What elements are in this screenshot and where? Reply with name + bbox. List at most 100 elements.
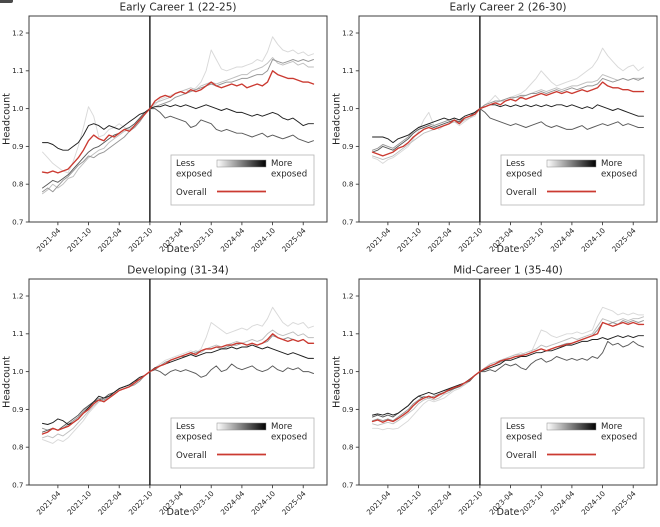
x-tick-label: 2021-04 <box>35 226 63 254</box>
legend-more-label: More <box>601 159 622 169</box>
series-line-overall <box>41 333 315 435</box>
y-axis-label: Headcount <box>332 93 343 145</box>
y-tick-label: 0.7 <box>342 480 353 489</box>
x-tick-label: 2023-10 <box>518 226 546 254</box>
x-tick-label: 2022-04 <box>96 489 124 517</box>
series-line-quintile-2 <box>372 316 644 426</box>
y-tick-label: 1.1 <box>12 66 23 75</box>
y-tick-label: 0.8 <box>12 443 24 452</box>
y-tick-label: 1.1 <box>342 66 353 75</box>
legend-overall-label: Overall <box>506 451 537 461</box>
y-tick-label: 1.0 <box>12 367 24 376</box>
x-tick-label: 2021-04 <box>365 489 393 517</box>
legend-exposure-gradient-bar <box>546 422 597 431</box>
x-tick-label: 2024-04 <box>549 489 577 517</box>
y-tick-label: 0.9 <box>342 405 354 414</box>
series-line-overall <box>41 70 315 174</box>
y-tick-label: 1.2 <box>342 28 353 37</box>
series-line-quintile-4 <box>42 363 314 433</box>
legend-exposure-gradient-bar <box>216 159 267 168</box>
y-tick-label: 1.1 <box>12 329 23 338</box>
series-line-quintile-5 <box>372 335 644 416</box>
chart-title: Early Career 2 (26-30) <box>449 2 566 14</box>
y-axis-label: Headcount <box>2 93 13 145</box>
y-tick-label: 0.8 <box>342 180 354 189</box>
x-tick-label: 2022-10 <box>127 489 155 517</box>
x-tick-label: 2025-04 <box>610 226 638 254</box>
chart-title: Early Career 1 (22-25) <box>119 2 236 14</box>
x-tick-label: 2021-10 <box>65 226 93 254</box>
y-axis-label: Headcount <box>2 356 13 408</box>
y-tick-label: 0.8 <box>342 443 354 452</box>
y-tick-label: 0.8 <box>12 180 24 189</box>
x-tick-label: 2021-10 <box>395 489 423 517</box>
legend-more-label: More <box>271 422 292 432</box>
legend-more-label: exposed <box>271 170 307 180</box>
y-tick-label: 0.7 <box>342 217 353 226</box>
legend-less-label: Less <box>506 159 525 169</box>
y-tick-label: 1.2 <box>12 28 23 37</box>
legend-more-label: exposed <box>601 170 637 180</box>
x-tick-label: 2022-04 <box>426 226 454 254</box>
x-tick-label: 2024-04 <box>219 226 247 254</box>
legend-less-label: exposed <box>506 170 542 180</box>
x-tick-label: 2025-04 <box>280 489 308 517</box>
y-tick-label: 0.7 <box>12 217 23 226</box>
legend-more-label: exposed <box>271 433 307 443</box>
x-tick-label: 2023-10 <box>188 226 216 254</box>
legend-less-label: Less <box>176 159 195 169</box>
x-tick-label: 2021-04 <box>35 489 63 517</box>
x-tick-label: 2024-04 <box>219 489 247 517</box>
y-tick-label: 1.1 <box>342 329 353 338</box>
legend-overall-label: Overall <box>176 188 207 198</box>
x-tick-label: 2022-10 <box>457 489 485 517</box>
x-tick-label: 2025-04 <box>610 489 638 517</box>
x-axis-label: Date <box>497 507 520 518</box>
y-tick-label: 1.0 <box>342 367 354 376</box>
x-tick-label: 2022-04 <box>426 489 454 517</box>
x-axis-label: Date <box>497 244 520 255</box>
x-tick-label: 2023-10 <box>518 489 546 517</box>
legend-overall-label: Overall <box>506 188 537 198</box>
x-tick-label: 2023-10 <box>188 489 216 517</box>
x-tick-label: 2022-04 <box>96 226 124 254</box>
legend-less-label: exposed <box>506 433 542 443</box>
y-tick-label: 1.0 <box>12 104 24 113</box>
y-tick-label: 0.7 <box>12 480 23 489</box>
legend-less-label: exposed <box>176 170 212 180</box>
legend-less-label: exposed <box>176 433 212 443</box>
legend-exposure-gradient-bar <box>216 422 267 431</box>
x-tick-label: 2024-10 <box>579 489 607 517</box>
x-axis-label: Date <box>167 244 190 255</box>
y-tick-label: 0.9 <box>12 405 24 414</box>
x-tick-label: 2022-10 <box>457 226 485 254</box>
series-line-quintile-1 <box>42 306 314 444</box>
x-tick-label: 2022-10 <box>127 226 155 254</box>
legend-more-label: exposed <box>601 433 637 443</box>
x-tick-label: 2024-10 <box>249 489 277 517</box>
chart-title: Developing (31-34) <box>127 265 229 277</box>
x-tick-label: 2024-10 <box>579 226 607 254</box>
y-tick-label: 1.0 <box>342 104 354 113</box>
legend-less-label: Less <box>506 422 525 432</box>
y-tick-label: 1.2 <box>342 291 353 300</box>
series-line-quintile-4 <box>372 108 644 153</box>
series-line-quintile-5 <box>372 104 644 144</box>
y-tick-label: 0.9 <box>12 142 24 151</box>
x-axis-label: Date <box>167 507 190 518</box>
y-tick-label: 0.9 <box>342 142 354 151</box>
x-tick-label: 2021-04 <box>365 226 393 254</box>
legend-less-label: Less <box>176 422 195 432</box>
y-axis-label: Headcount <box>332 356 343 408</box>
series-line-overall <box>371 321 645 423</box>
x-tick-label: 2025-04 <box>280 226 308 254</box>
legend-box <box>170 417 315 469</box>
